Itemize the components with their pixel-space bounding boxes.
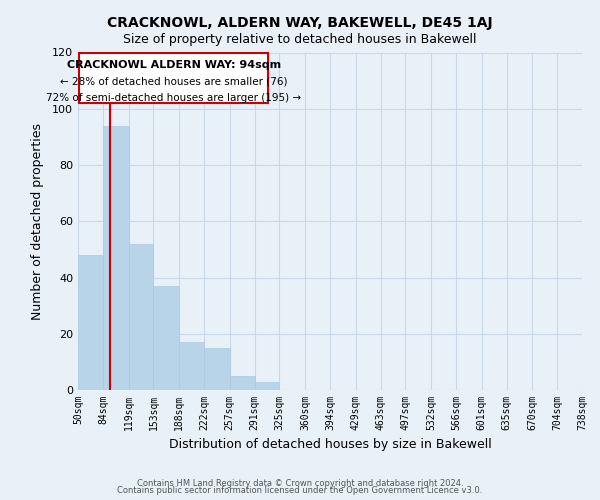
Bar [179,342,204,390]
Text: CRACKNOWL, ALDERN WAY, BAKEWELL, DE45 1AJ: CRACKNOWL, ALDERN WAY, BAKEWELL, DE45 1A… [107,16,493,30]
Y-axis label: Number of detached properties: Number of detached properties [31,122,44,320]
Bar [78,255,103,390]
Bar [154,286,179,390]
Text: Contains public sector information licensed under the Open Government Licence v3: Contains public sector information licen… [118,486,482,495]
Text: 72% of semi-detached houses are larger (195) →: 72% of semi-detached houses are larger (… [46,94,301,104]
Bar [103,126,128,390]
Text: CRACKNOWL ALDERN WAY: 94sqm: CRACKNOWL ALDERN WAY: 94sqm [67,60,281,70]
Text: Contains HM Land Registry data © Crown copyright and database right 2024.: Contains HM Land Registry data © Crown c… [137,478,463,488]
Bar [128,244,154,390]
Bar [254,382,280,390]
FancyBboxPatch shape [79,52,268,103]
Bar [230,376,254,390]
Bar [204,348,230,390]
X-axis label: Distribution of detached houses by size in Bakewell: Distribution of detached houses by size … [169,438,491,452]
Text: Size of property relative to detached houses in Bakewell: Size of property relative to detached ho… [123,32,477,46]
Text: ← 28% of detached houses are smaller (76): ← 28% of detached houses are smaller (76… [60,76,287,86]
